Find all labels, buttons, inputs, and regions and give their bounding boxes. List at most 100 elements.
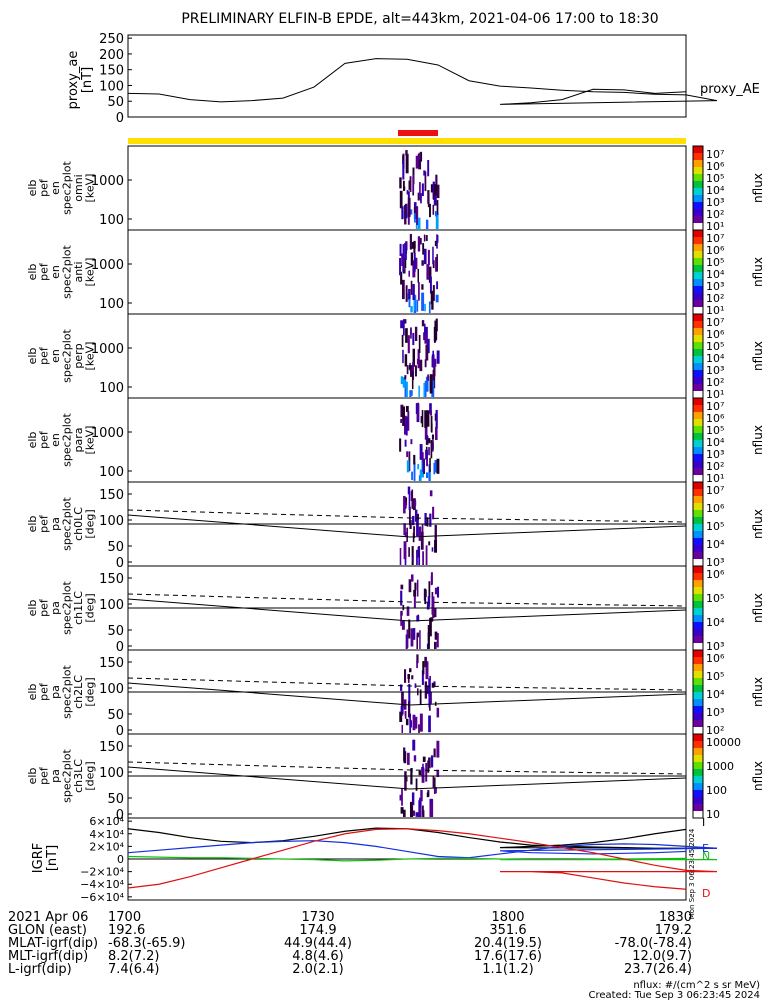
flux-mark: [404, 375, 407, 380]
flux-mark: [405, 405, 409, 413]
igrf-legend-D: D: [702, 887, 710, 900]
flux-mark: [427, 249, 430, 266]
colorbar-swatch: [693, 517, 703, 525]
colorbar-swatch: [693, 258, 703, 266]
colorbar-swatch: [693, 209, 703, 217]
colorbar-tick-label: 10⁴: [706, 436, 725, 449]
colorbar-swatch: [693, 426, 703, 434]
flux-mark: [409, 234, 412, 250]
colorbar-swatch: [693, 174, 703, 182]
colorbar-tick-label: 10⁴: [706, 688, 725, 701]
flux-mark: [420, 193, 422, 204]
colorbar-swatch: [693, 804, 703, 812]
panel-ylabel-line: elb: [26, 264, 39, 281]
flux-mark: [436, 281, 439, 290]
colorbar-swatch: [693, 580, 703, 588]
ae-ylabel: proxy_ae: [66, 51, 81, 110]
flux-mark: [400, 376, 404, 385]
panel-ylabel-line: elb: [26, 684, 39, 701]
flux-mark: [416, 615, 420, 622]
flux-mark: [411, 489, 414, 509]
flux-mark: [417, 153, 420, 166]
colorbar-swatch: [693, 384, 703, 392]
colorbar-swatch: [693, 531, 703, 539]
colorbar-tick-label: 10²: [706, 376, 724, 389]
flux-mark: [399, 190, 403, 209]
flux-mark: [436, 200, 439, 215]
flux-mark: [432, 181, 435, 197]
colorbar-swatch: [693, 636, 703, 644]
y-tick-label: 1000: [91, 258, 124, 273]
flux-mark: [415, 365, 417, 377]
flux-mark: [414, 683, 417, 688]
flux-mark: [425, 449, 428, 460]
flux-mark: [412, 174, 415, 194]
colorbar-swatch: [693, 650, 703, 658]
flux-mark: [417, 349, 420, 369]
flux-mark: [422, 661, 425, 675]
flux-mark: [400, 584, 404, 590]
flux-mark: [400, 807, 404, 814]
flux-mark: [413, 294, 416, 311]
flux-mark: [427, 190, 430, 204]
flux-mark: [416, 513, 420, 520]
flux-mark: [422, 243, 425, 255]
y-tick-label: 50: [107, 792, 124, 807]
colorbar-swatch: [693, 538, 703, 546]
flux-mark: [408, 683, 411, 704]
colorbar-tick-label: 10⁷: [706, 400, 724, 413]
flux-mark: [429, 374, 433, 394]
flux-mark: [429, 617, 432, 637]
colorbar-tick-label: 10⁴: [706, 352, 725, 365]
colorbar-tick-label: 10¹: [706, 388, 724, 401]
panel-ylabel-line: ch0LC: [72, 507, 85, 541]
ae-tick-label: 100: [99, 79, 124, 94]
flux-mark: [436, 234, 438, 249]
flux-mark: [407, 701, 411, 718]
colorbar-tick-label: 10⁴: [706, 538, 725, 551]
flux-mark: [433, 360, 436, 377]
flux-mark: [399, 438, 402, 452]
colorbar-swatch: [693, 552, 703, 560]
y-tick-label: 100: [99, 381, 124, 396]
flux-mark: [406, 365, 409, 375]
flux-mark: [399, 684, 403, 691]
colorbar-swatch: [693, 755, 703, 763]
y-tick-label: 150: [99, 488, 124, 503]
flux-mark: [423, 382, 426, 397]
flux-mark: [404, 502, 407, 509]
science-zone-red-bar: [398, 130, 438, 136]
flux-mark: [411, 792, 415, 806]
flux-mark: [420, 151, 423, 162]
flux-mark: [426, 792, 430, 798]
flux-mark: [433, 462, 436, 475]
colorbar-swatch: [693, 447, 703, 455]
flux-mark: [428, 438, 431, 444]
y-tick-label: 0: [116, 724, 124, 739]
colorbar-label: nflux: [751, 509, 765, 539]
flux-mark: [423, 234, 426, 242]
loss-cone-line: [127, 766, 687, 790]
colorbar-swatch: [693, 608, 703, 616]
flux-mark: [416, 299, 419, 312]
anti-loss-cone-line: [127, 761, 687, 775]
footer-value: 12.0(9.7): [632, 949, 692, 964]
colorbar-swatch: [693, 769, 703, 777]
flux-mark: [400, 590, 403, 606]
igrf-tick-label: −4×10⁴: [80, 878, 124, 891]
flux-mark: [406, 420, 410, 430]
colorbar-swatch: [693, 524, 703, 532]
colorbar-swatch: [693, 741, 703, 749]
flux-mark: [428, 301, 431, 313]
colorbar-swatch: [693, 482, 703, 490]
igrf-legend-N: N: [702, 850, 710, 863]
colorbar-tick-label: 10⁴: [706, 616, 725, 629]
colorbar-tick-label: 10³: [706, 706, 724, 719]
spectrogram-panel: 1000100elbpefenspec2plotomni[keV]10⁷10⁶1…: [26, 145, 765, 233]
flux-mark: [400, 612, 402, 626]
colorbar-label: nflux: [751, 425, 765, 455]
colorbar-swatch: [693, 503, 703, 511]
flux-mark: [434, 210, 438, 217]
flux-mark: [433, 748, 436, 758]
flux-mark: [413, 596, 416, 608]
